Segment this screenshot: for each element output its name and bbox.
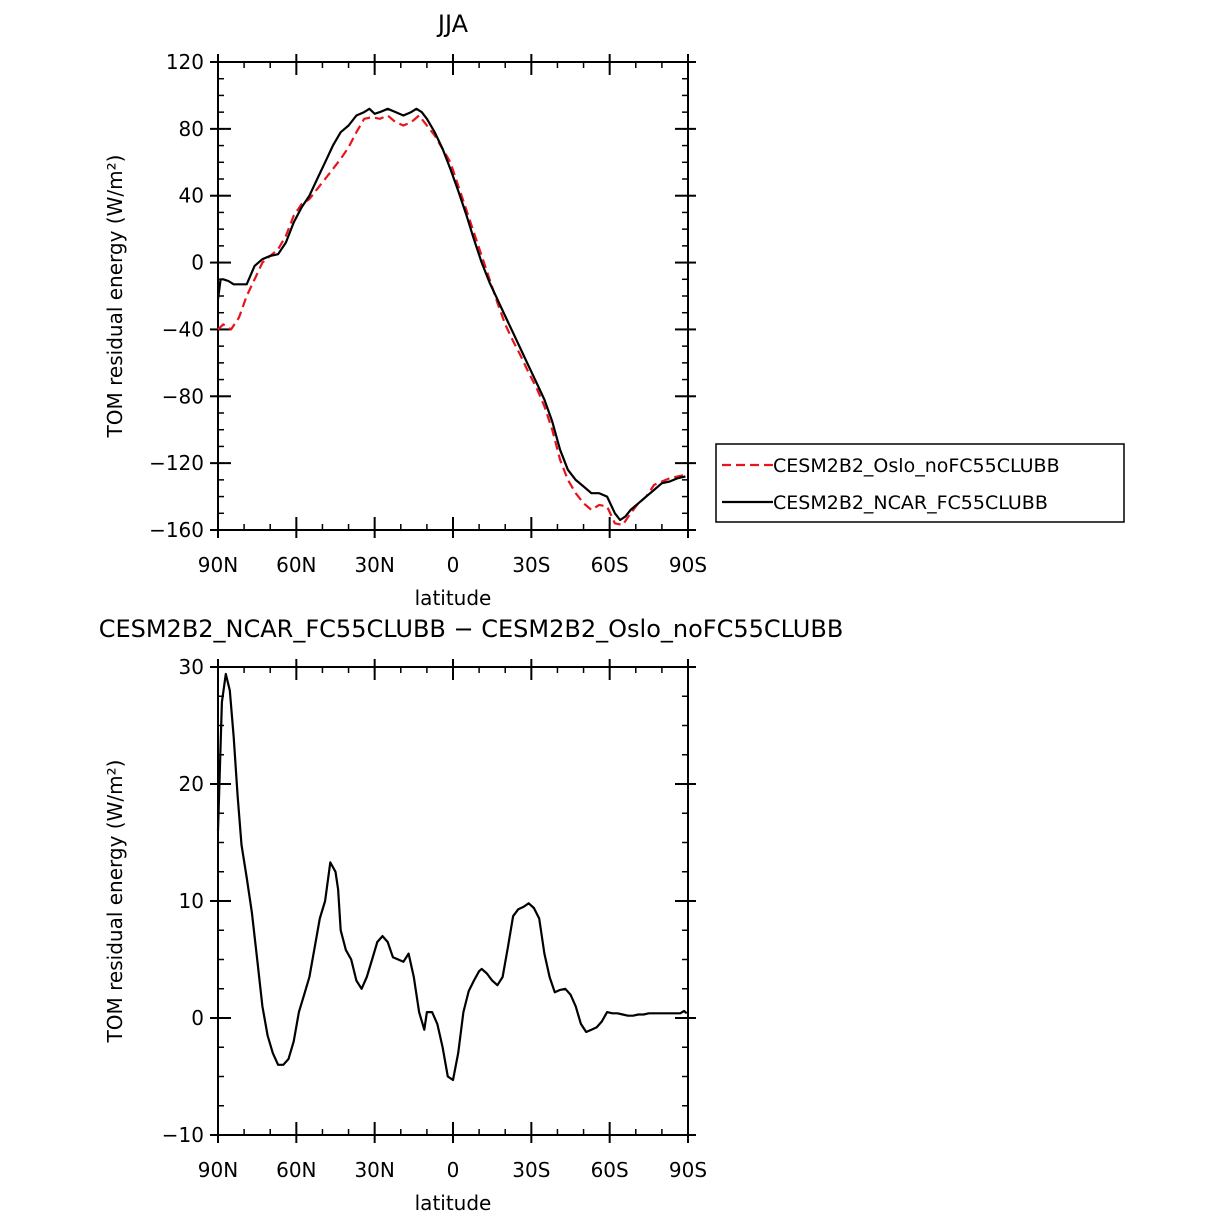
x-axis-label-1: latitude	[415, 586, 492, 610]
plot-frame-1	[217, 61, 689, 531]
x-tick-label: 90S	[669, 1158, 707, 1182]
series-line-difference	[216, 672, 688, 1082]
x-tick-label: 30N	[354, 1158, 394, 1182]
y-tick-label: 10	[179, 889, 204, 913]
legend-box	[715, 443, 1125, 523]
x-tick-label: 0	[447, 553, 460, 577]
y-axis-label-2: TOM residual energy (W/m²)	[103, 760, 127, 1044]
plot-frame-2	[217, 666, 689, 1136]
x-tick-label: 90N	[198, 553, 238, 577]
y-tick-label: −80	[162, 384, 204, 408]
x-tick-label: 0	[447, 1158, 460, 1182]
y-tick-label: −40	[162, 317, 204, 341]
y-tick-label: 0	[191, 251, 204, 275]
y-tick-label: 40	[179, 184, 204, 208]
x-tick-label: 60N	[276, 553, 316, 577]
y-tick-label: −160	[149, 518, 204, 542]
chart-title-1: JJA	[436, 10, 469, 38]
x-tick-label: 60N	[276, 1158, 316, 1182]
y-tick-label: 120	[166, 50, 204, 74]
x-tick-label: 60S	[591, 553, 629, 577]
legend-label: CESM2B2_Oslo_noFC55CLUBB	[773, 455, 1060, 477]
y-tick-label: 20	[179, 772, 204, 796]
x-tick-label: 90S	[669, 553, 707, 577]
x-tick-label: 30N	[354, 553, 394, 577]
series-line-cesm2b2-ncar-fc55clubb	[216, 107, 686, 522]
chart-title-2: CESM2B2_NCAR_FC55CLUBB − CESM2B2_Oslo_no…	[99, 615, 844, 643]
y-axis-label-1: TOM residual energy (W/m²)	[103, 155, 127, 439]
y-tick-label: −120	[149, 451, 204, 475]
y-tick-label: 0	[191, 1006, 204, 1030]
x-tick-label: 30S	[512, 1158, 550, 1182]
legend-label: CESM2B2_NCAR_FC55CLUBB	[773, 492, 1048, 514]
x-axis-label-2: latitude	[415, 1191, 492, 1215]
x-tick-label: 30S	[512, 553, 550, 577]
x-tick-label: 90N	[198, 1158, 238, 1182]
y-tick-label: −10	[162, 1123, 204, 1147]
y-tick-label: 30	[179, 655, 204, 679]
series-line-cesm2b2-oslo-nofc55clubb	[217, 114, 686, 527]
y-tick-label: 80	[179, 117, 204, 141]
x-tick-label: 60S	[591, 1158, 629, 1182]
